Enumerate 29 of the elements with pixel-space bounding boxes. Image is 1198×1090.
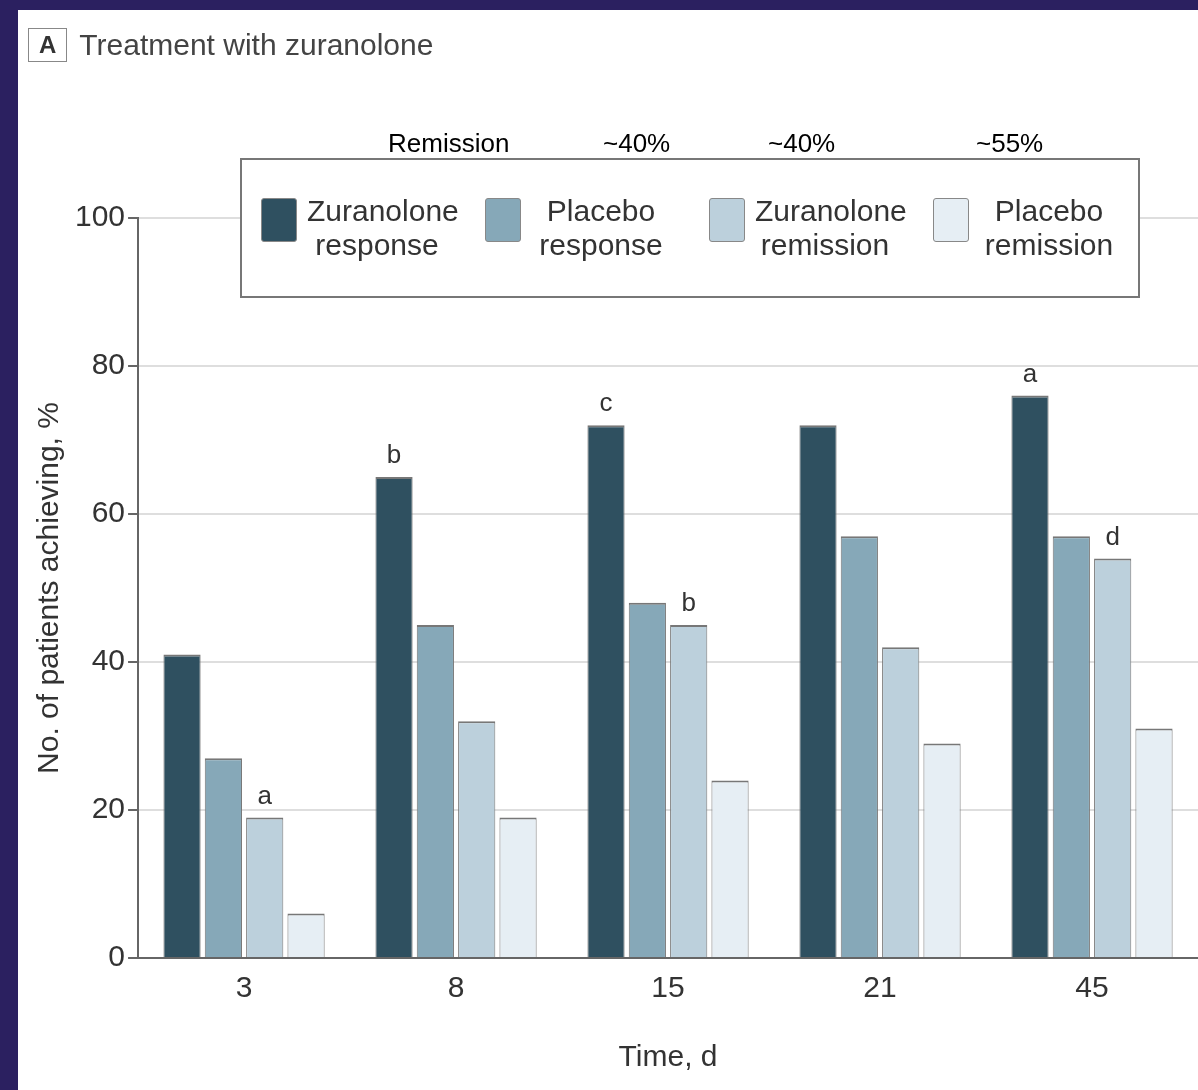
y-tick-label: 0 [108, 939, 126, 973]
annotation: b [681, 587, 696, 618]
x-tick-label: 3 [235, 970, 253, 1004]
y-tick-label: 100 [74, 199, 126, 233]
y-tick-label: 80 [91, 347, 126, 381]
text: Remission [388, 128, 510, 159]
annotation: c [599, 387, 613, 418]
annotation: d [1105, 520, 1120, 551]
annotation: a [1022, 357, 1038, 388]
legend-label: Zuranolone remission [755, 193, 907, 263]
x-tick-label: 15 [651, 970, 685, 1004]
x-tick-label: 8 [447, 970, 465, 1004]
x-axis-title: Time, d [618, 1039, 718, 1073]
legend-label: Placebo response [538, 193, 664, 263]
text: ~55% [976, 128, 1044, 159]
legend-label: Placebo remission [983, 193, 1115, 263]
y-tick-label: 40 [91, 643, 126, 677]
legend-label: Zuranolone response [307, 193, 459, 263]
text: ~40% [768, 128, 836, 159]
chart-title: Treatment with zuranolone [79, 28, 434, 62]
x-tick-label: 45 [1075, 970, 1109, 1004]
text: A [28, 28, 68, 62]
y-tick-label: 60 [91, 495, 126, 529]
y-tick-label: 20 [91, 791, 126, 825]
y-axis-title: No. of patients achieving, % [31, 402, 65, 774]
annotation: a [257, 779, 273, 810]
annotation: b [386, 439, 402, 470]
x-tick-label: 21 [863, 970, 897, 1004]
text: ~40% [603, 128, 671, 159]
